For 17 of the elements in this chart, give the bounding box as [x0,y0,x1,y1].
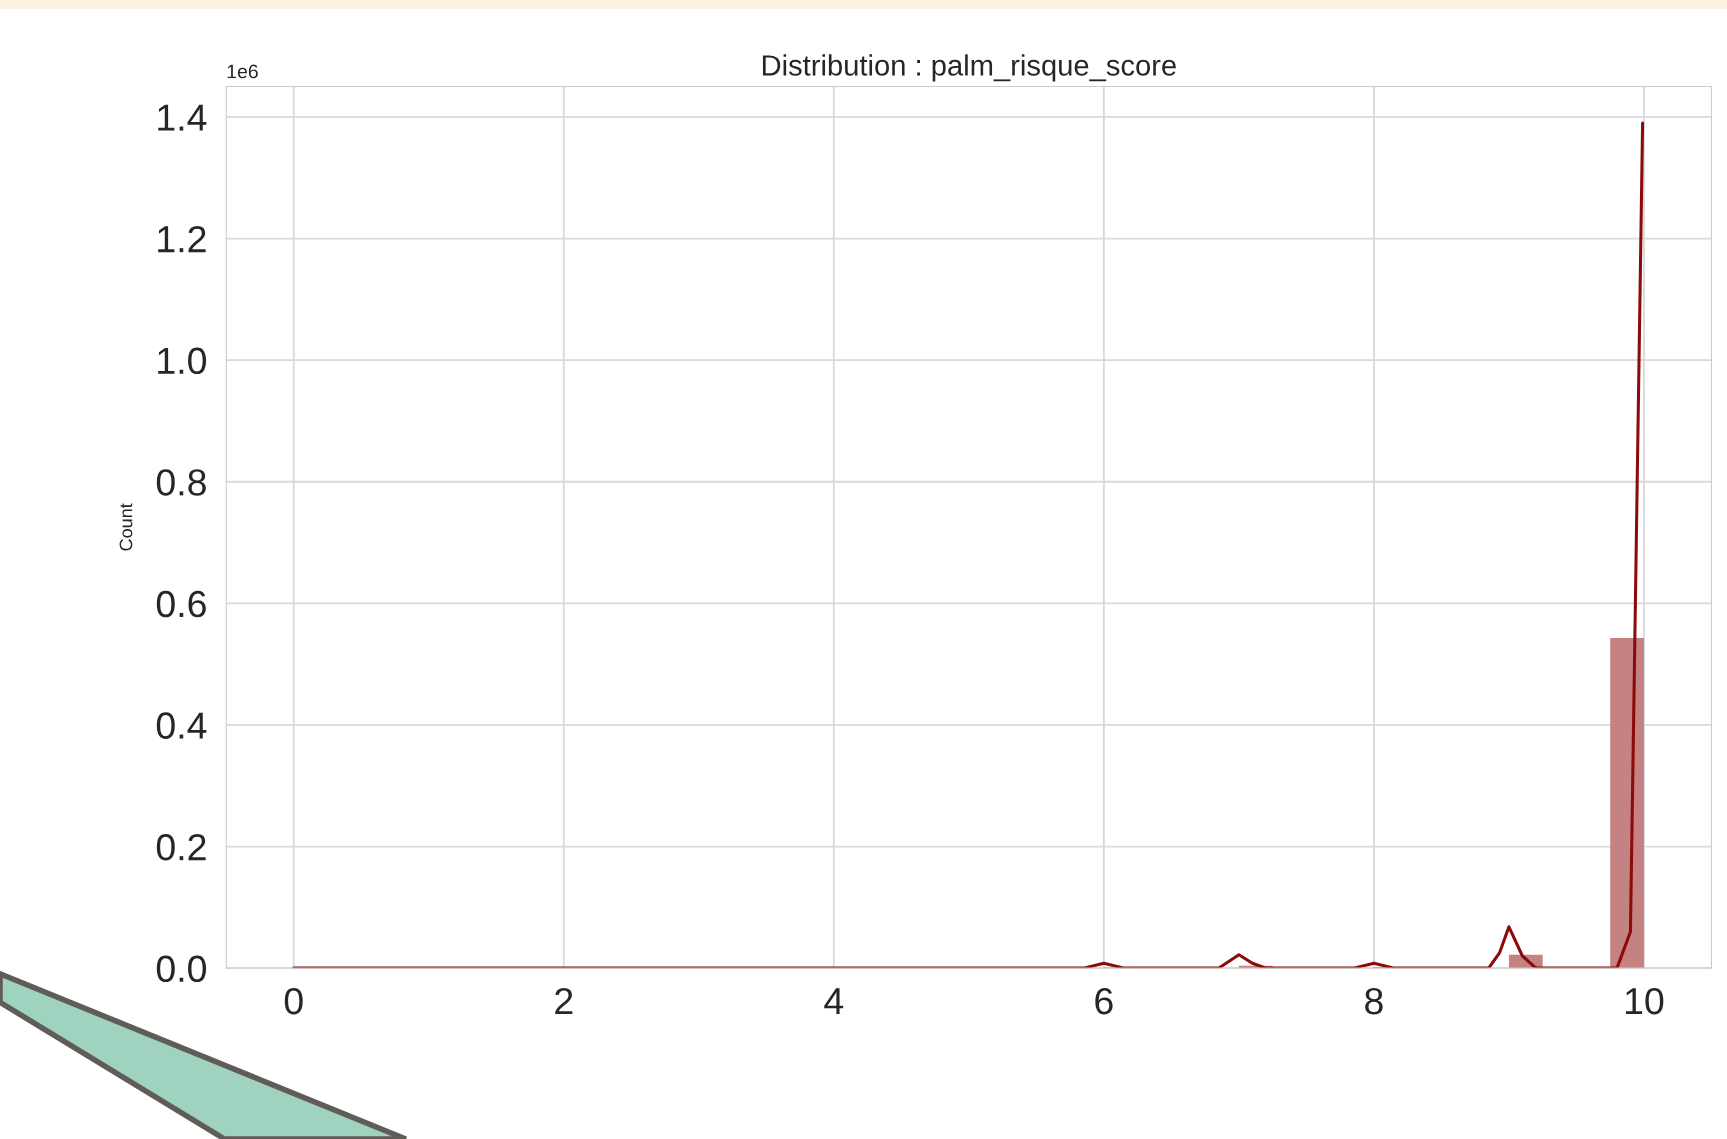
y-tick-label: 0.2 [156,833,206,861]
y-tick-label: 1.2 [158,225,206,253]
y-tick-label: 0.4 [156,712,207,739]
x-tick-label: 4 [824,988,844,1015]
y-tick-label: 0.6 [156,590,206,618]
y-axis-title: Count [119,503,133,551]
x-tick-label: 2 [555,987,573,1015]
x-tick-label: 0 [284,987,303,1015]
x-tick-label: 6 [1095,987,1113,1015]
y-tick-label: 0.8 [156,469,206,496]
x-tick-label: 10 [1625,987,1664,1015]
y-tick-label: 1.0 [158,347,207,375]
y-tick-label: 1.4 [158,104,207,131]
chart-title: Distribution : palm_risque_score [762,54,1176,82]
y-tick-label: 0.0 [156,955,207,983]
text: 1e6 [227,64,258,79]
x-tick-label: 8 [1365,987,1383,1015]
